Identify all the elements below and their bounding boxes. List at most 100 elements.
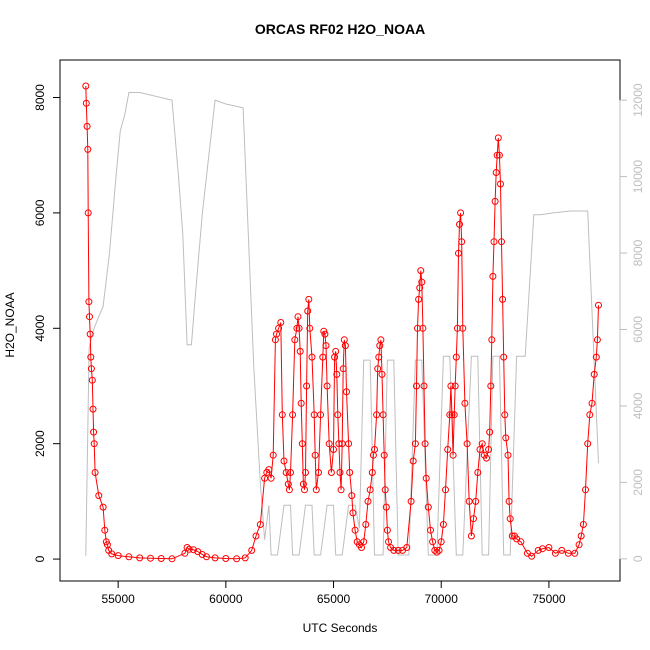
data-point xyxy=(457,209,465,217)
data-point xyxy=(89,405,97,413)
data-point xyxy=(422,474,430,482)
data-point xyxy=(483,454,490,462)
data-point xyxy=(334,411,342,419)
data-point xyxy=(414,324,421,332)
x-tick-label: 55000 xyxy=(101,592,135,606)
data-point xyxy=(439,521,447,528)
data-point xyxy=(505,497,513,505)
x-tick-label: 70000 xyxy=(425,592,459,606)
data-point xyxy=(99,503,107,511)
data-point xyxy=(498,238,505,246)
data-point xyxy=(380,451,388,459)
data-point xyxy=(501,411,509,419)
y-tick-label: 4000 xyxy=(33,315,47,342)
data-point xyxy=(101,526,109,534)
data-point xyxy=(125,553,133,561)
data-point xyxy=(502,434,510,442)
data-point xyxy=(345,440,353,448)
data-point xyxy=(486,428,494,436)
data-point xyxy=(474,469,482,476)
data-point xyxy=(278,411,286,419)
data-point xyxy=(435,546,443,554)
data-point xyxy=(291,336,299,344)
data-point xyxy=(467,532,475,540)
data-point xyxy=(442,486,449,494)
data-point xyxy=(593,336,601,344)
data-point xyxy=(136,554,144,562)
data-point xyxy=(431,546,439,554)
y-tick-label: 6000 xyxy=(33,199,47,226)
data-point xyxy=(381,486,389,494)
data-point xyxy=(311,451,319,459)
data-point xyxy=(315,469,322,476)
data-point xyxy=(379,411,387,419)
data-point xyxy=(470,515,477,523)
data-point xyxy=(415,295,423,303)
data-point xyxy=(374,365,382,373)
data-point xyxy=(453,324,461,332)
data-point xyxy=(157,555,165,562)
data-point xyxy=(295,324,303,332)
data-point xyxy=(551,549,559,557)
data-point xyxy=(417,267,425,275)
data-point xyxy=(517,538,525,546)
data-point xyxy=(407,497,415,505)
data-point xyxy=(377,336,385,344)
y-axis-label: H2O_NOAA xyxy=(3,292,17,357)
data-point xyxy=(233,555,241,563)
data-point xyxy=(303,382,311,390)
y2-tick-label: 4000 xyxy=(631,392,645,419)
h2o-line xyxy=(85,85,599,560)
data-point xyxy=(87,353,95,361)
data-point xyxy=(403,544,411,551)
data-point xyxy=(327,469,335,476)
data-point xyxy=(419,324,427,332)
data-point xyxy=(190,546,197,554)
data-point xyxy=(325,440,333,448)
h2o-series xyxy=(82,82,602,563)
data-point xyxy=(319,353,327,361)
x-tick-label: 60000 xyxy=(209,592,243,606)
data-point xyxy=(335,440,343,448)
data-point xyxy=(248,546,256,554)
data-point xyxy=(590,370,598,378)
data-point xyxy=(280,457,288,465)
data-point xyxy=(575,541,583,549)
data-point xyxy=(296,347,304,355)
data-point xyxy=(241,554,249,562)
data-point xyxy=(487,382,495,390)
data-point xyxy=(287,469,294,476)
data-point xyxy=(558,546,566,554)
data-point xyxy=(491,197,499,205)
data-point xyxy=(504,451,512,459)
data-point xyxy=(437,538,445,546)
y2-tick-label: 2000 xyxy=(631,469,645,496)
data-point xyxy=(378,370,386,378)
data-point xyxy=(493,151,501,159)
x-tick-label: 75000 xyxy=(532,592,566,606)
data-point xyxy=(390,546,398,554)
data-point xyxy=(545,544,553,551)
data-point xyxy=(571,549,579,557)
data-point xyxy=(447,382,455,390)
data-point xyxy=(322,342,330,350)
data-point xyxy=(341,342,349,350)
data-point xyxy=(494,134,502,142)
data-point xyxy=(586,411,594,419)
data-point xyxy=(444,446,452,453)
data-point xyxy=(534,546,542,554)
data-point xyxy=(308,353,316,361)
data-point xyxy=(497,180,504,188)
data-point xyxy=(595,301,602,309)
y2-tick-label: 0 xyxy=(631,555,645,562)
data-point xyxy=(446,411,454,419)
data-point xyxy=(366,486,374,494)
data-point xyxy=(82,82,90,90)
y-tick-label: 8000 xyxy=(33,84,47,111)
data-point xyxy=(394,546,402,554)
altitude-line xyxy=(85,92,599,556)
data-point xyxy=(317,411,325,419)
data-point xyxy=(343,388,350,396)
data-point xyxy=(360,538,368,546)
